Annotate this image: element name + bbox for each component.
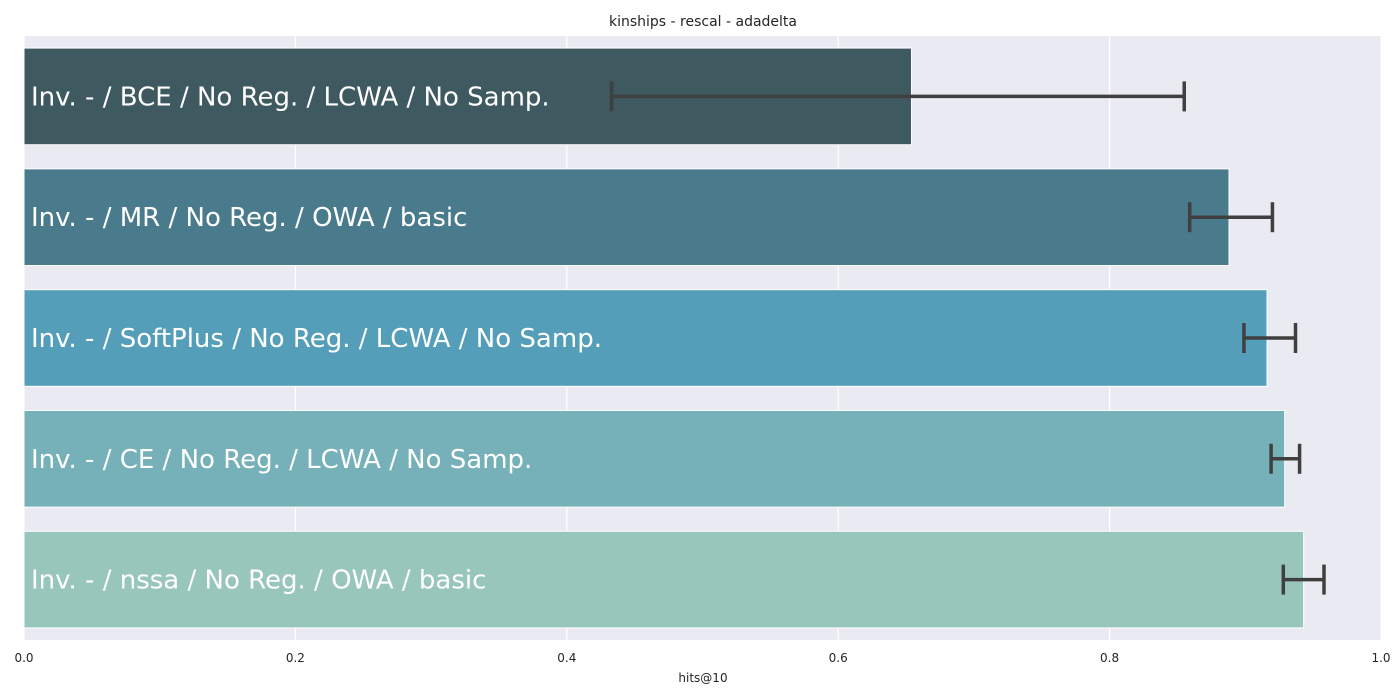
x-tick-label: 0.2 [286,651,305,665]
bar [23,168,1230,267]
bar [23,289,1268,387]
x-tick-label: 1.0 [1371,651,1390,665]
bar-label: Inv. - / nssa / No Reg. / OWA / basic [31,566,486,596]
bar-labels: Inv. - / BCE / No Reg. / LCWA / No Samp.… [31,82,602,595]
bar-label: Inv. - / SoftPlus / No Reg. / LCWA / No … [31,324,602,354]
x-axis-ticks: 0.0 0.2 0.4 0.6 0.8 1.0 [14,651,1390,665]
x-tick-label: 0.6 [829,651,848,665]
bar [23,530,1305,629]
error-bars [609,81,1326,595]
x-axis-label: hits@10 [678,671,727,685]
bar [23,409,1286,508]
bars [23,47,1305,629]
bar-label: Inv. - / CE / No Reg. / LCWA / No Samp. [31,445,532,475]
x-tick-label: 0.0 [14,651,33,665]
bar-label: Inv. - / MR / No Reg. / OWA / basic [31,203,467,233]
chart-title: kinships - rescal - adadelta [609,14,797,30]
bar-label: Inv. - / BCE / No Reg. / LCWA / No Samp. [31,82,550,112]
x-tick-label: 0.8 [1100,651,1119,665]
x-tick-label: 0.4 [557,651,576,665]
